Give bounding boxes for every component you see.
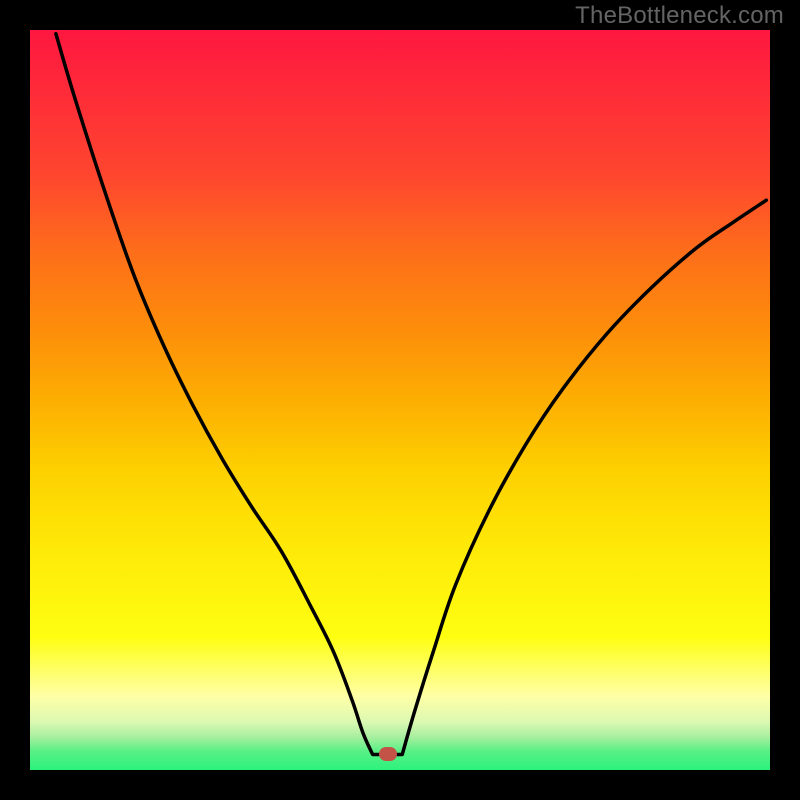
plot-area <box>30 30 770 770</box>
chart-container: TheBottleneck.com <box>0 0 800 800</box>
bottleneck-curve <box>30 30 770 770</box>
curve-path <box>56 34 766 755</box>
highlight-marker <box>379 747 397 761</box>
watermark-text: TheBottleneck.com <box>575 2 784 30</box>
